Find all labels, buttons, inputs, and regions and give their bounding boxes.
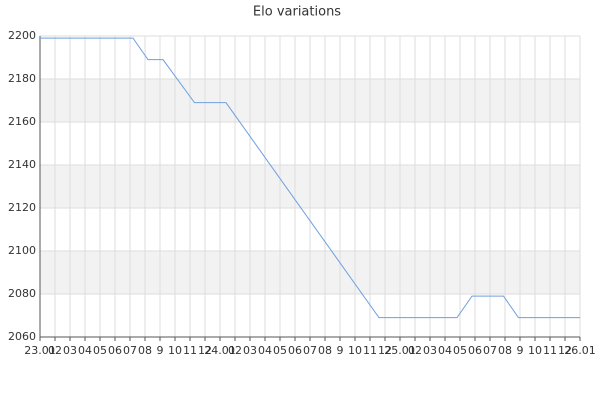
x-tick-label: 05 <box>273 344 287 357</box>
x-tick-label: 02 <box>48 344 62 357</box>
x-tick-label: 07 <box>483 344 497 357</box>
x-tick-label: 05 <box>93 344 107 357</box>
y-tick-label: 2180 <box>8 72 36 85</box>
x-tick-label: 26.01 <box>564 344 596 357</box>
y-tick-label: 2200 <box>8 29 36 42</box>
x-tick-label: 02 <box>228 344 242 357</box>
x-tick-label: 07 <box>303 344 317 357</box>
x-tick-label: 25.01 <box>384 344 416 357</box>
x-tick-label: 9 <box>517 344 524 357</box>
x-tick-label: 12 <box>558 344 572 357</box>
x-tick-label: 10 <box>168 344 182 357</box>
x-tick-label: 06 <box>288 344 302 357</box>
x-tick-label: 03 <box>63 344 77 357</box>
chart-title: Elo variations <box>253 5 341 20</box>
x-tick-label: 02 <box>408 344 422 357</box>
x-tick-label: 04 <box>78 344 92 357</box>
y-tick-label: 2100 <box>8 244 36 257</box>
y-tick-label: 2160 <box>8 115 36 128</box>
x-tick-label: 12 <box>198 344 212 357</box>
line <box>40 37 580 319</box>
x-tick-label: 08 <box>318 344 332 357</box>
x-tick-label: 11 <box>183 344 197 357</box>
y-tick-label: 2060 <box>8 330 36 343</box>
x-tick-label: 11 <box>363 344 377 357</box>
x-tick-label: 05 <box>453 344 467 357</box>
x-tick-label: 06 <box>108 344 122 357</box>
x-tick-label: 03 <box>243 344 257 357</box>
x-tick-label: 07 <box>123 344 137 357</box>
x-tick-label: 9 <box>157 344 164 357</box>
x-tick-label: 23.01 <box>24 344 56 357</box>
x-tick-label: 06 <box>468 344 482 357</box>
x-tick-label: 04 <box>438 344 452 357</box>
x-tick-label: 9 <box>337 344 344 357</box>
y-tick-label: 2120 <box>8 201 36 214</box>
x-tick-label: 24.01 <box>204 344 236 357</box>
x-tick-label: 04 <box>258 344 272 357</box>
x-tick-label: 10 <box>528 344 542 357</box>
y-tick-label: 2140 <box>8 158 36 171</box>
x-tick-label: 12 <box>378 344 392 357</box>
x-tick-label: 08 <box>138 344 152 357</box>
x-tick-label: 10 <box>348 344 362 357</box>
x-tick-label: 11 <box>543 344 557 357</box>
x-tick-label: 08 <box>498 344 512 357</box>
y-tick-label: 2080 <box>8 287 36 300</box>
x-tick-label: 03 <box>423 344 437 357</box>
